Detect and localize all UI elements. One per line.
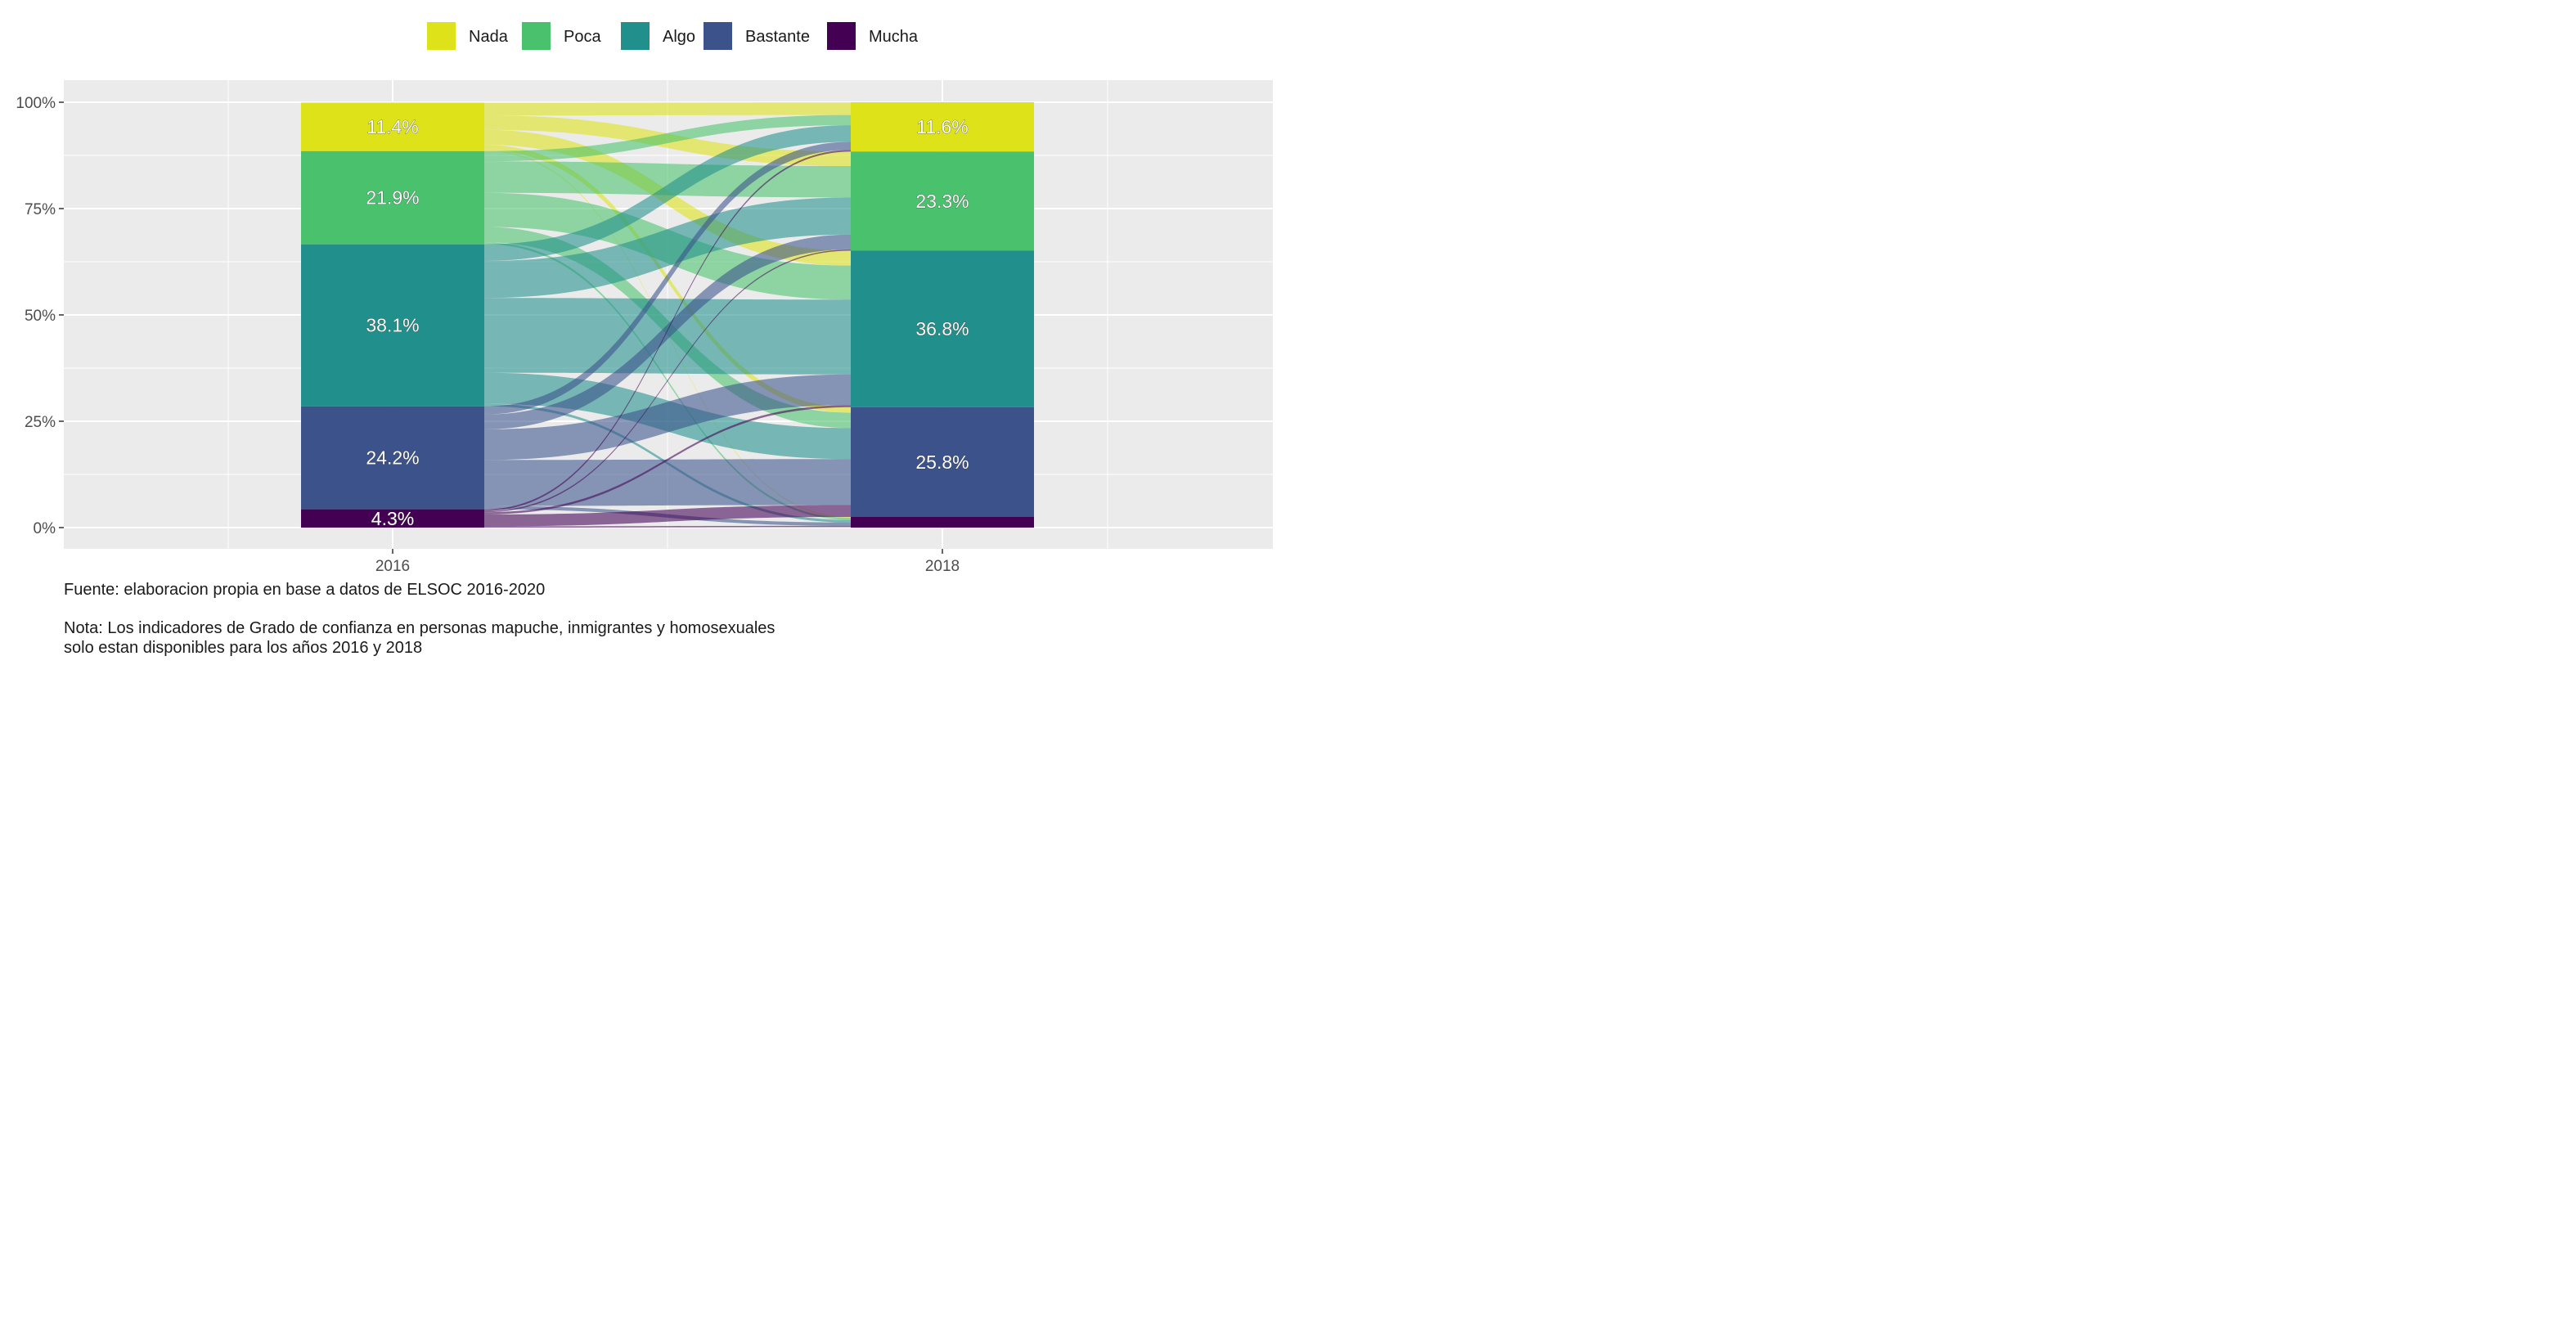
flow-bastante-to-nada — [484, 142, 851, 415]
data-label-nada-2018: 11.6% — [916, 116, 969, 137]
data-label-bastante-2018: 25.8% — [915, 452, 969, 473]
caption-note-line-1: Nota: Los indicadores de Grado de confia… — [64, 619, 775, 637]
flow-nada-to-nada — [484, 102, 851, 116]
stacked-bars — [301, 102, 1034, 528]
flows — [484, 102, 851, 528]
legend-label-poca: Poca — [564, 28, 601, 46]
legend-swatch-nada — [427, 22, 456, 50]
legend-label-nada: Nada — [469, 28, 509, 46]
legend-label-mucha: Mucha — [869, 28, 919, 46]
flow-mucha-to-bastante — [484, 505, 851, 527]
flow-poca-to-nada — [484, 115, 851, 162]
flow-bastante-to-poca — [484, 234, 851, 429]
data-label-poca-2016: 21.9% — [366, 187, 419, 209]
flow-mucha-to-mucha — [484, 525, 851, 528]
bar-segment-algo-2018 — [851, 250, 1034, 407]
legend-label-bastante: Bastante — [745, 28, 810, 46]
alluvial-chart: Nada Poca Algo Bastante Mucha 11.4% 21.9% 38.1… — [16, 22, 1273, 573]
flow-algo-to-poca — [484, 197, 851, 299]
flow-mucha-to-algo — [484, 405, 851, 514]
bar-segment-poca-2018 — [851, 151, 1034, 251]
y-tick-label: 50% — [25, 308, 56, 325]
x-tick-label-2018: 2018 — [925, 558, 960, 573]
y-tick-label: 0% — [34, 520, 56, 537]
legend-swatch-bastante — [704, 22, 732, 50]
y-axis: 0% 25% 50% 75% 100% — [16, 95, 64, 537]
bar-segment-mucha-2016 — [301, 509, 484, 528]
caption-source: Fuente: elaboracion propia en base a dat… — [64, 581, 546, 599]
caption-note-line-2: solo estan disponibles para los años 201… — [64, 639, 423, 657]
flow-bastante-to-bastante — [484, 459, 851, 506]
data-label-bastante-2016: 24.2% — [366, 447, 419, 469]
flow-mucha-to-poca — [484, 249, 851, 513]
legend-label-algo: Algo — [663, 28, 695, 46]
flow-algo-to-nada — [484, 125, 851, 261]
data-label-mucha-2016: 4.3% — [371, 508, 414, 529]
bar-segment-algo-2016 — [301, 244, 484, 407]
legend-swatch-algo — [621, 22, 650, 50]
y-tick-label: 100% — [16, 95, 56, 112]
flow-mucha-to-nada — [484, 150, 851, 511]
bar-segment-nada-2016 — [301, 102, 484, 151]
x-axis: 2016 2018 — [375, 549, 960, 573]
x-tick-label-2016: 2016 — [375, 558, 410, 573]
data-label-algo-2016: 38.1% — [366, 315, 419, 336]
legend-swatch-mucha — [827, 22, 856, 50]
y-tick-label: 75% — [25, 201, 56, 218]
bar-segment-bastante-2018 — [851, 407, 1034, 517]
bar-segment-poca-2016 — [301, 151, 484, 245]
y-tick-label: 25% — [25, 414, 56, 431]
legend-swatch-poca — [522, 22, 551, 50]
bar-segment-mucha-2018 — [851, 517, 1034, 528]
flow-bastante-to-algo — [484, 374, 851, 461]
bar-segment-nada-2018 — [851, 102, 1034, 152]
bar-segment-bastante-2016 — [301, 406, 484, 510]
data-label-algo-2018: 36.8% — [915, 318, 969, 339]
bar-labels: 11.4% 21.9% 38.1% 24.2% 4.3% 11.6% 23.3% 36.8% 2… — [366, 116, 969, 529]
data-label-nada-2016: 11.4% — [366, 116, 419, 137]
legend: Nada Poca Algo Bastante Mucha — [427, 22, 919, 50]
data-label-poca-2018: 23.3% — [915, 191, 969, 212]
